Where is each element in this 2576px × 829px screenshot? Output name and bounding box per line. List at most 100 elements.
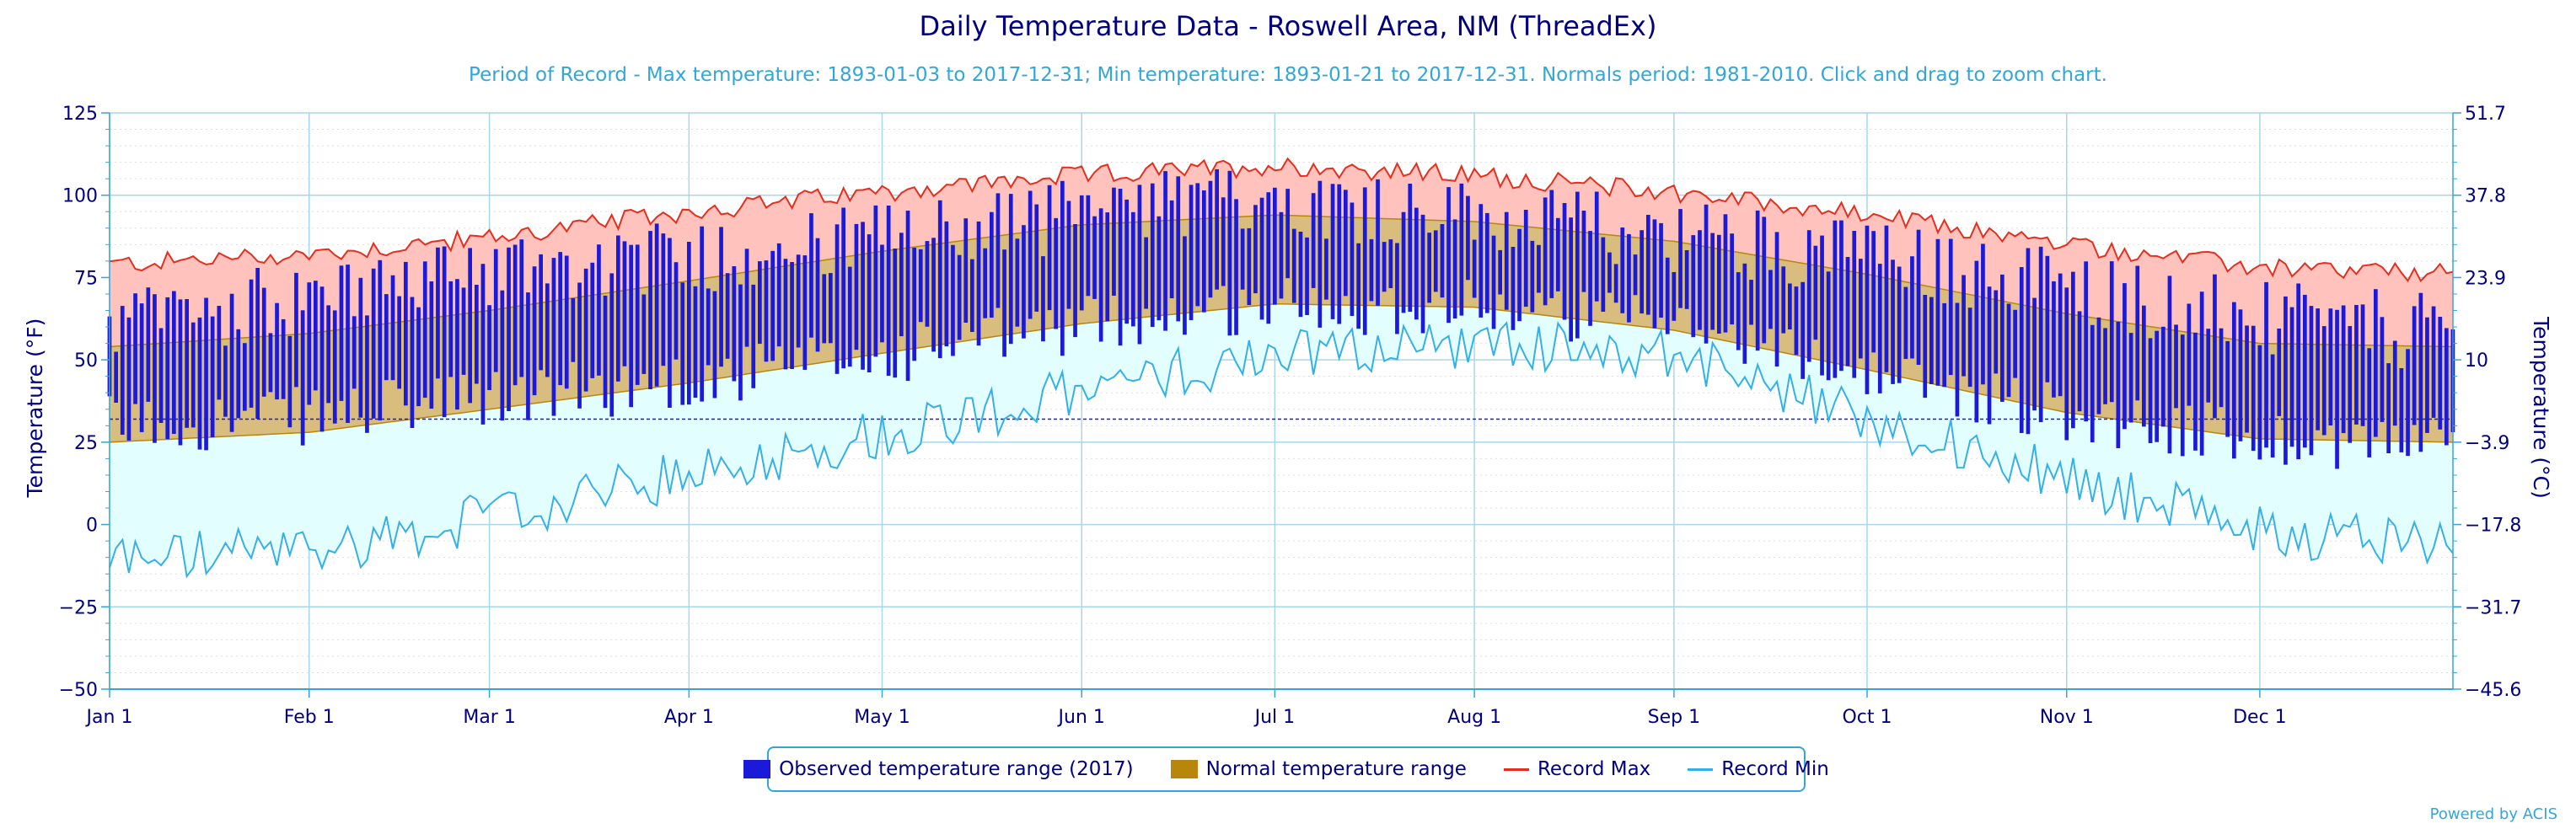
observed-bar[interactable] bbox=[564, 255, 569, 389]
observed-bar[interactable] bbox=[912, 248, 916, 361]
observed-bar[interactable] bbox=[526, 292, 530, 420]
observed-bar[interactable] bbox=[1762, 217, 1767, 344]
observed-bar[interactable] bbox=[1227, 170, 1232, 336]
observed-bar[interactable] bbox=[1903, 286, 1908, 360]
observed-bar[interactable] bbox=[1659, 222, 1663, 318]
observed-bar[interactable] bbox=[2380, 317, 2385, 422]
observed-bar[interactable] bbox=[307, 282, 312, 405]
observed-bar[interactable] bbox=[815, 238, 820, 352]
observed-bar[interactable] bbox=[153, 294, 157, 443]
observed-bar[interactable] bbox=[126, 317, 131, 441]
observed-bar[interactable] bbox=[1613, 264, 1618, 303]
observed-bar[interactable] bbox=[1967, 308, 1972, 388]
observed-bar[interactable] bbox=[1845, 257, 1850, 366]
observed-bar[interactable] bbox=[1079, 195, 1084, 311]
observed-bar[interactable] bbox=[139, 303, 144, 432]
observed-bar[interactable] bbox=[1054, 217, 1058, 329]
observed-bar[interactable] bbox=[2045, 255, 2050, 382]
observed-bar[interactable] bbox=[2445, 328, 2449, 446]
observed-bar[interactable] bbox=[835, 224, 840, 374]
observed-bar[interactable] bbox=[1652, 219, 1657, 329]
observed-bar[interactable] bbox=[1511, 247, 1516, 330]
observed-bar[interactable] bbox=[2116, 321, 2121, 448]
observed-bar[interactable] bbox=[2199, 291, 2204, 456]
observed-bar[interactable] bbox=[931, 238, 936, 352]
observed-bar[interactable] bbox=[1749, 280, 1753, 325]
observed-bar[interactable] bbox=[268, 333, 273, 393]
observed-bar[interactable] bbox=[1195, 183, 1200, 307]
observed-bar[interactable] bbox=[210, 316, 215, 438]
observed-bar[interactable] bbox=[1974, 260, 1979, 423]
observed-bar[interactable] bbox=[1981, 243, 1985, 385]
observed-bar[interactable] bbox=[2270, 354, 2275, 457]
observed-bar[interactable] bbox=[1266, 192, 1271, 324]
observed-bar[interactable] bbox=[243, 343, 247, 411]
observed-bar[interactable] bbox=[738, 284, 743, 401]
observed-bar[interactable] bbox=[314, 281, 318, 391]
observed-bar[interactable] bbox=[706, 288, 711, 366]
observed-bar[interactable] bbox=[854, 223, 859, 350]
observed-bar[interactable] bbox=[693, 286, 698, 398]
observed-bar[interactable] bbox=[680, 282, 685, 405]
observed-bar[interactable] bbox=[1859, 259, 1863, 359]
observed-bar[interactable] bbox=[1208, 180, 1213, 298]
observed-bar[interactable] bbox=[648, 231, 652, 389]
observed-bar[interactable] bbox=[1395, 243, 1399, 334]
observed-bar[interactable] bbox=[970, 259, 974, 332]
observed-bar[interactable] bbox=[1684, 250, 1689, 309]
observed-bar[interactable] bbox=[944, 221, 949, 347]
observed-bar[interactable] bbox=[2174, 324, 2178, 409]
observed-bar[interactable] bbox=[1098, 208, 1103, 342]
observed-bar[interactable] bbox=[861, 222, 865, 370]
observed-bar[interactable] bbox=[165, 297, 170, 440]
observed-bar[interactable] bbox=[551, 258, 556, 416]
observed-bar[interactable] bbox=[1356, 243, 1360, 329]
observed-bar[interactable] bbox=[2096, 317, 2101, 414]
observed-bar[interactable] bbox=[687, 242, 691, 405]
observed-bar[interactable] bbox=[867, 234, 872, 372]
observed-bar[interactable] bbox=[622, 241, 627, 366]
observed-bar[interactable] bbox=[352, 316, 357, 389]
observed-bar[interactable] bbox=[712, 291, 717, 398]
observed-bar[interactable] bbox=[764, 260, 769, 362]
observed-bar[interactable] bbox=[500, 290, 505, 421]
observed-bar[interactable] bbox=[2077, 311, 2082, 412]
observed-bar[interactable] bbox=[229, 293, 234, 432]
observed-bar[interactable] bbox=[925, 241, 930, 327]
observed-bar[interactable] bbox=[1942, 302, 1946, 388]
observed-bar[interactable] bbox=[1485, 212, 1489, 313]
observed-bar[interactable] bbox=[442, 246, 447, 418]
observed-bar[interactable] bbox=[1344, 190, 1348, 297]
observed-bar[interactable] bbox=[1028, 190, 1033, 319]
observed-bar[interactable] bbox=[1910, 256, 1914, 359]
observed-bar[interactable] bbox=[1768, 270, 1773, 329]
observed-bar[interactable] bbox=[2425, 317, 2429, 433]
observed-bar[interactable] bbox=[255, 268, 260, 420]
observed-bar[interactable] bbox=[905, 211, 910, 382]
observed-bar[interactable] bbox=[1414, 207, 1419, 320]
observed-bar[interactable] bbox=[1530, 240, 1535, 313]
observed-bar[interactable] bbox=[300, 310, 305, 446]
observed-bar[interactable] bbox=[571, 298, 576, 362]
observed-bar[interactable] bbox=[873, 205, 878, 357]
observed-bar[interactable] bbox=[668, 238, 672, 409]
observed-bar[interactable] bbox=[1594, 191, 1599, 302]
observed-bar[interactable] bbox=[1588, 231, 1592, 326]
observed-bar[interactable] bbox=[1813, 245, 1818, 340]
observed-bar[interactable] bbox=[1105, 212, 1110, 322]
observed-bar[interactable] bbox=[1073, 224, 1077, 338]
observed-bar[interactable] bbox=[448, 281, 453, 377]
observed-bar[interactable] bbox=[1549, 190, 1554, 298]
observed-bar[interactable] bbox=[1698, 230, 1702, 330]
observed-bar[interactable] bbox=[951, 244, 955, 356]
observed-bars[interactable] bbox=[107, 168, 2455, 469]
observed-bar[interactable] bbox=[1877, 264, 1882, 393]
observed-bar[interactable] bbox=[2180, 334, 2185, 457]
observed-bar[interactable] bbox=[1948, 238, 1953, 376]
observed-bar[interactable] bbox=[597, 244, 601, 376]
observed-bar[interactable] bbox=[1092, 216, 1097, 299]
observed-bar[interactable] bbox=[744, 249, 749, 347]
observed-bar[interactable] bbox=[2128, 333, 2133, 423]
observed-bar[interactable] bbox=[1291, 228, 1296, 303]
observed-bar[interactable] bbox=[2232, 302, 2236, 459]
